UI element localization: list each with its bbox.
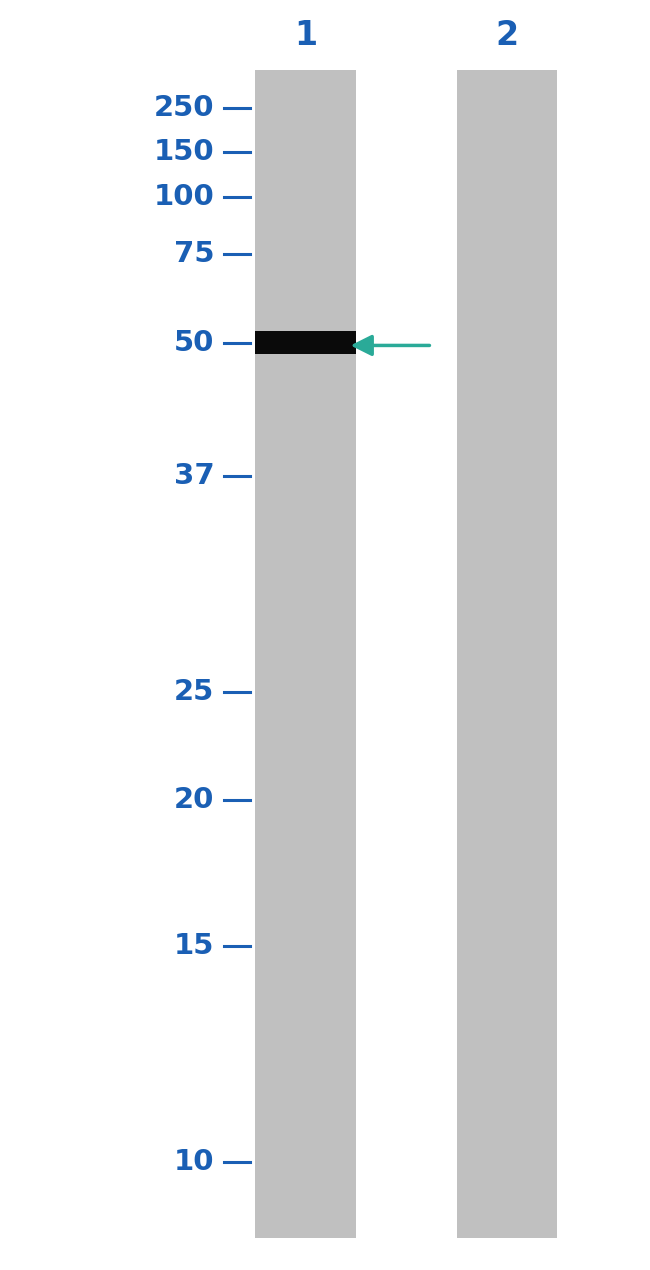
Text: 250: 250 [154, 94, 214, 122]
Bar [255, 70, 356, 1238]
Text: 25: 25 [174, 678, 214, 706]
Text: 50: 50 [174, 329, 214, 357]
Text: 2: 2 [495, 19, 519, 52]
Text: 75: 75 [174, 240, 214, 268]
Text: 15: 15 [174, 932, 214, 960]
Text: 37: 37 [174, 462, 214, 490]
Text: 150: 150 [154, 138, 214, 166]
Text: 10: 10 [174, 1148, 214, 1176]
Text: 1: 1 [294, 19, 317, 52]
Bar [255, 331, 356, 354]
Text: 100: 100 [154, 183, 214, 211]
Text: 20: 20 [174, 786, 214, 814]
Bar [456, 70, 558, 1238]
